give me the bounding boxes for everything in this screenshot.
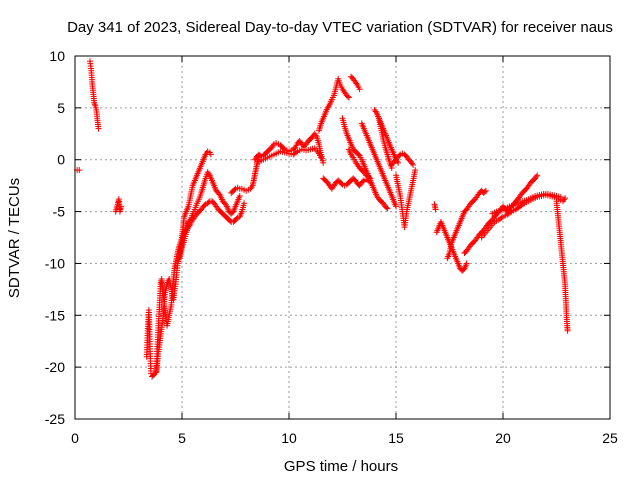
data-point: [507, 209, 514, 216]
data-point: [236, 193, 243, 200]
y-tick-label: -20: [45, 359, 65, 375]
x-tick-label: 25: [602, 430, 618, 446]
data-point: [481, 188, 488, 195]
data-point: [498, 214, 505, 221]
y-tick-label: 10: [49, 48, 65, 64]
x-tick-label: 20: [495, 430, 511, 446]
data-point: [359, 178, 366, 185]
y-tick-label: -25: [45, 411, 65, 427]
data-points: [74, 58, 571, 380]
x-tick-label: 0: [71, 430, 79, 446]
x-tick-label: 10: [281, 430, 297, 446]
data-point: [482, 187, 489, 194]
data-point: [318, 154, 325, 161]
data-point: [412, 167, 419, 174]
data-point: [201, 202, 208, 209]
y-tick-label: 0: [57, 152, 65, 168]
data-point: [345, 94, 352, 101]
data-point: [356, 86, 363, 93]
data-point: [534, 172, 541, 179]
data-point: [338, 180, 345, 187]
data-point: [557, 194, 564, 201]
data-point: [463, 260, 470, 267]
data-point: [95, 125, 102, 132]
data-point: [293, 149, 300, 156]
data-point: [564, 327, 571, 334]
x-axis-label: GPS time / hours: [284, 458, 398, 475]
x-tick-label: 15: [388, 430, 404, 446]
y-tick-label: -10: [45, 255, 65, 271]
data-point: [76, 167, 83, 174]
data-point: [320, 159, 327, 166]
data-point: [233, 215, 240, 222]
plot-frame: [74, 55, 611, 420]
grid: [75, 56, 610, 419]
data-point: [207, 151, 214, 158]
y-tick-label: 5: [57, 100, 65, 116]
data-point: [432, 206, 439, 213]
data-point: [410, 161, 417, 168]
data-point: [395, 159, 402, 166]
data-point: [118, 203, 125, 210]
data-point: [344, 93, 351, 100]
data-point: [280, 145, 287, 152]
data-point: [393, 203, 399, 210]
data-point: [383, 204, 390, 211]
data-point: [291, 145, 298, 152]
x-tick-label: 5: [178, 430, 186, 446]
data-point: [562, 195, 569, 202]
y-tick-label: -15: [45, 307, 65, 323]
y-axis-label: SDTVAR / TECUs: [6, 178, 23, 298]
data-point: [396, 152, 403, 159]
data-point: [384, 205, 391, 212]
axis-ticks: 0 5 10 15 20 25 -25 -20 -15 -10 -5 0 5 10: [45, 48, 618, 446]
data-point: [231, 186, 238, 193]
chart-title: Day 341 of 2023, Sidereal Day-to-day VTE…: [67, 19, 613, 36]
y-tick-label: -5: [53, 204, 66, 220]
data-point: [241, 200, 248, 207]
data-point: [355, 151, 362, 158]
